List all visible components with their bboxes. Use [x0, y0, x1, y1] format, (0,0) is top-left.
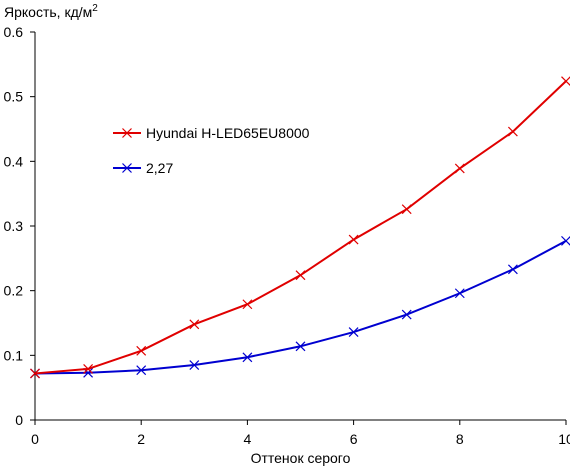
x-tick-label: 0	[31, 431, 39, 447]
series-2-point	[295, 341, 306, 352]
series-1-point	[348, 234, 359, 245]
y-tick-label: 0.4	[4, 153, 24, 169]
series-1-point	[401, 204, 412, 215]
series-1-point	[136, 345, 147, 356]
y-tick-label: 0.1	[4, 347, 24, 363]
series-1	[30, 76, 570, 379]
legend-marker	[122, 163, 132, 173]
legend-label: 2,27	[146, 160, 173, 176]
axis-ticks: 0 0.1 0.2 0.3 0.4 0.5 0.6 0 2 4 6 8 10	[4, 24, 570, 447]
series-2-point	[136, 365, 147, 376]
series-1-point	[189, 319, 200, 330]
legend-entry-2: 2,27	[113, 160, 173, 176]
series-2-point	[189, 360, 200, 370]
y-tick-label: 0.3	[4, 218, 24, 234]
y-tick-label: 0.5	[4, 89, 24, 105]
series-2-point	[401, 309, 412, 320]
series-2-point	[348, 327, 359, 337]
y-axis-title-superscript: 2	[92, 3, 98, 14]
y-tick-label: 0.2	[4, 283, 24, 299]
y-axis-title: Яркость, кд/м2	[4, 3, 98, 20]
series-1-point	[295, 270, 306, 281]
x-tick-label: 6	[350, 431, 358, 447]
series-2-point	[242, 352, 253, 363]
x-tick-label: 10	[558, 431, 570, 447]
y-tick-label: 0	[15, 412, 23, 428]
series-1-point	[507, 126, 518, 137]
x-tick-label: 4	[244, 431, 252, 447]
series-1-point	[83, 363, 94, 374]
series-2	[30, 235, 570, 379]
legend-label: Hyundai H-LED65EU8000	[146, 125, 310, 141]
x-tick-label: 2	[137, 431, 145, 447]
y-axis-title-text: Яркость, кд/м	[4, 4, 92, 20]
x-tick-label: 8	[456, 431, 464, 447]
series-1-point	[454, 163, 465, 174]
series-2-point	[454, 288, 465, 299]
series-1-point	[242, 299, 253, 310]
legend-marker	[122, 128, 132, 138]
y-tick-label: 0.6	[4, 24, 24, 40]
series-1-point	[561, 76, 570, 87]
legend-entry-1: Hyundai H-LED65EU8000	[113, 125, 310, 141]
series-2-line	[34, 239, 567, 375]
series-2-point	[561, 235, 570, 246]
x-axis-title: Оттенок серого	[251, 450, 351, 466]
legend: Hyundai H-LED65EU8000 2,27	[113, 125, 310, 176]
series-layer	[30, 76, 570, 379]
series-2-point	[507, 264, 518, 275]
series-1-point	[30, 368, 40, 379]
